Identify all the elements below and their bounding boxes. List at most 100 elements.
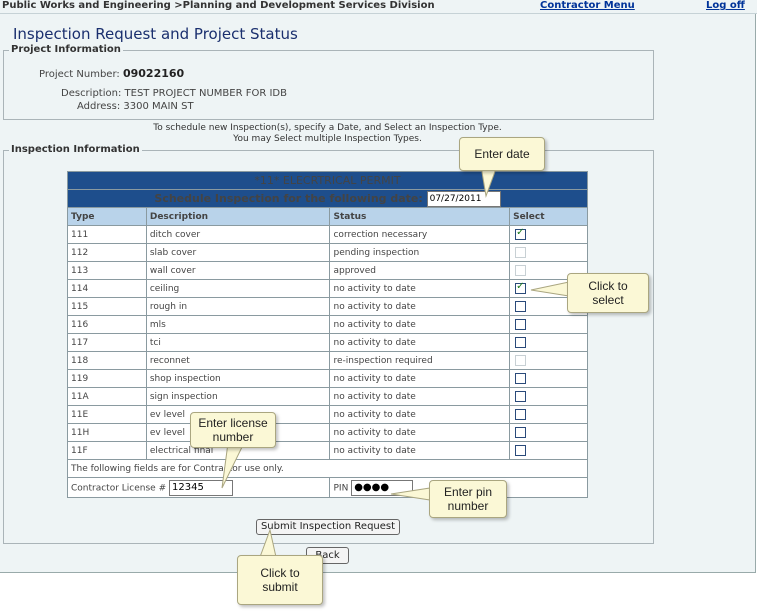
cell-status: correction necessary (329, 225, 511, 244)
table-row: 111 ditch cover correction necessary (67, 225, 588, 244)
inspection-information-legend: Inspection Information (9, 144, 142, 155)
select-checkbox[interactable] (515, 337, 527, 348)
contractor-menu-link[interactable]: Contractor Menu (540, 0, 635, 11)
cell-select (509, 441, 588, 460)
project-number-row: Project Number: 09022160 (39, 67, 184, 80)
cell-select (509, 333, 588, 352)
enter-date-callout-text: Enter date (474, 147, 530, 161)
table-row: 11F electrical final no activity to date (67, 441, 588, 460)
project-number-value: 09022160 (122, 67, 185, 80)
cell-select (509, 369, 588, 388)
cell-status: re-inspection required (329, 351, 511, 370)
cell-status: pending inspection (329, 243, 511, 262)
inspection-information-section (3, 150, 654, 544)
cell-description: shop inspection (145, 369, 331, 388)
page-title: Inspection Request and Project Status (13, 25, 298, 43)
click-to-select-callout: Click to select (567, 273, 649, 313)
table-row: 119 shop inspection no activity to date (67, 369, 588, 388)
schedule-date-row: Schedule Inspection for the following da… (67, 189, 588, 208)
cell-status: no activity to date (329, 405, 511, 424)
select-checkbox (515, 355, 527, 366)
cell-type: 111 (67, 225, 147, 244)
cell-type: 113 (67, 261, 147, 280)
cell-type: 116 (67, 315, 147, 334)
cell-type: 112 (67, 243, 147, 262)
cell-description: wall cover (145, 261, 331, 280)
table-row: 11H ev level no activity to date (67, 423, 588, 442)
contractor-note: The following fields are for Contractor … (67, 459, 588, 478)
contractor-license-cell: Contractor License # (66, 477, 331, 498)
column-header-type: Type (67, 207, 147, 226)
project-number-label: Project Number: (39, 69, 120, 80)
select-checkbox[interactable] (515, 409, 527, 420)
submit-inspection-request-button[interactable]: Submit Inspection Request (256, 519, 400, 535)
select-checkbox[interactable] (515, 373, 527, 384)
contractor-license-label: Contractor License # (71, 483, 167, 493)
column-header-status: Status (329, 207, 511, 226)
select-checkbox[interactable] (515, 227, 527, 240)
inspection-table: *11* ELECRTRICAL PERMIT Schedule Inspect… (66, 171, 588, 498)
schedule-date-label: Schedule Inspection for the following da… (154, 191, 423, 205)
cell-description: ceiling (145, 279, 331, 298)
cell-type: 115 (67, 297, 147, 316)
table-row: 114 ceiling no activity to date (67, 279, 588, 298)
select-checkbox (515, 265, 527, 276)
log-off-link[interactable]: Log off (706, 0, 745, 11)
breadcrumb: Public Works and Engineering >Planning a… (2, 0, 435, 11)
cell-type: 11H (67, 423, 147, 442)
pin-input[interactable] (351, 479, 414, 496)
enter-license-callout-text: Enter license number (198, 416, 268, 444)
description-value: TEST PROJECT NUMBER FOR IDB (124, 88, 287, 99)
cell-status: no activity to date (329, 297, 511, 316)
enter-license-callout: Enter license number (190, 412, 276, 448)
cell-select (509, 405, 588, 424)
schedule-date-input[interactable] (426, 190, 501, 207)
cell-status: no activity to date (329, 333, 511, 352)
select-checkbox[interactable] (515, 281, 527, 294)
cell-description: ditch cover (145, 225, 331, 244)
project-information-section (3, 50, 654, 120)
column-header-description: Description (145, 207, 331, 226)
app-window: Public Works and Engineering >Planning a… (0, 0, 756, 573)
permit-title: *11* ELECRTRICAL PERMIT (67, 171, 588, 190)
select-checkbox[interactable] (515, 391, 527, 402)
cell-description: slab cover (145, 243, 331, 262)
select-checkbox[interactable] (515, 445, 527, 456)
enter-date-callout: Enter date (459, 137, 545, 171)
cell-select (509, 225, 588, 244)
cell-description: tci (145, 333, 331, 352)
click-to-submit-callout-text: Click to submit (260, 566, 300, 594)
table-row: 11E ev level no activity to date (67, 405, 588, 424)
cell-description: mls (145, 315, 331, 334)
table-row: 11A sign inspection no activity to date (67, 387, 588, 406)
column-header-select: Select (509, 207, 588, 226)
cell-select (509, 423, 588, 442)
click-to-select-callout-text: Click to select (588, 279, 628, 307)
select-checkbox (515, 247, 527, 258)
cell-status: no activity to date (329, 369, 511, 388)
project-information-legend: Project Information (9, 44, 123, 55)
cell-select (509, 387, 588, 406)
top-navigation-bar: Public Works and Engineering >Planning a… (0, 0, 757, 14)
contractor-license-input[interactable] (169, 479, 233, 496)
description-row: Description: TEST PROJECT NUMBER FOR IDB (61, 88, 287, 99)
table-row: 113 wall cover approved (67, 261, 588, 280)
cell-type: 11F (67, 441, 147, 460)
cell-select (509, 351, 588, 370)
cell-status: no activity to date (329, 423, 511, 442)
cell-description: rough in (145, 297, 331, 316)
select-checkbox[interactable] (515, 319, 527, 330)
select-checkbox[interactable] (515, 301, 527, 312)
cell-select (509, 243, 588, 262)
click-to-submit-callout: Click to submit (237, 555, 323, 605)
cell-status: no activity to date (329, 279, 511, 298)
address-row: Address: 3300 MAIN ST (77, 101, 194, 112)
address-label: Address: (77, 101, 121, 112)
cell-type: 118 (67, 351, 147, 370)
address-value: 3300 MAIN ST (123, 101, 194, 112)
cell-type: 119 (67, 369, 147, 388)
cell-status: no activity to date (329, 315, 511, 334)
enter-pin-callout-text: Enter pin number (443, 485, 493, 513)
select-checkbox[interactable] (515, 427, 527, 438)
cell-select (509, 315, 588, 334)
